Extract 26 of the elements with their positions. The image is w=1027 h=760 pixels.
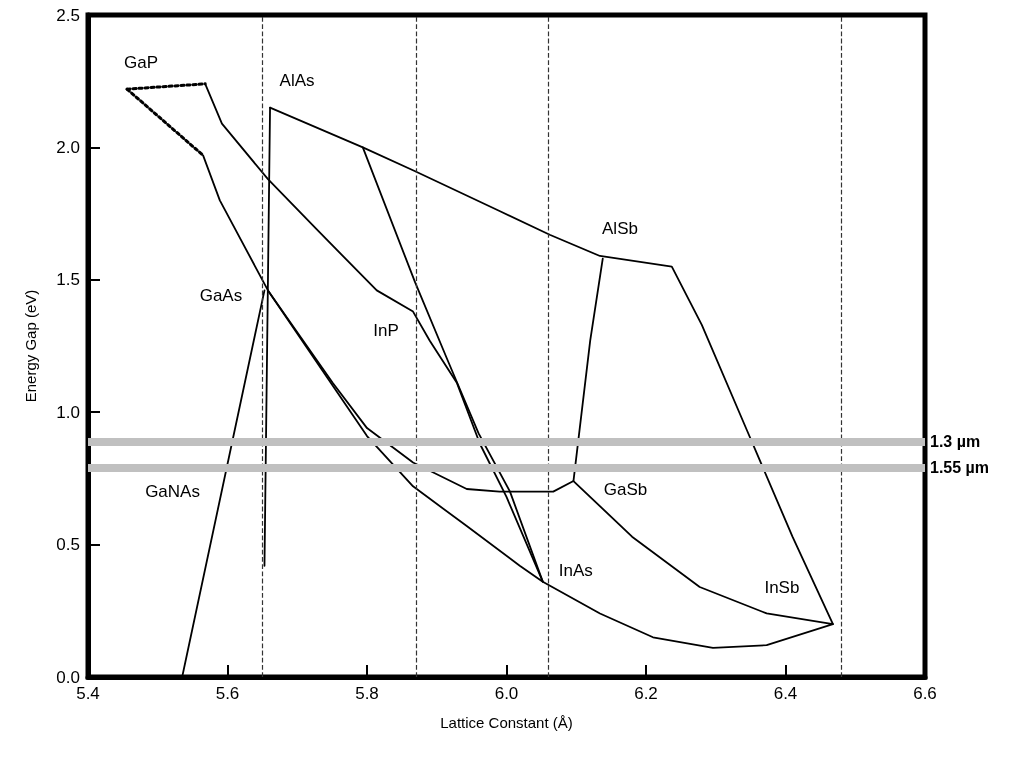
annotation: AlAs xyxy=(279,71,315,91)
y-tick-label: 2.0 xyxy=(56,137,80,157)
x-tick-label: 6.2 xyxy=(634,684,658,703)
annotation: GaSb xyxy=(603,479,648,499)
annotation: InAs xyxy=(558,561,593,581)
ref-line-label: 1.55 µm xyxy=(930,459,990,477)
x-tick-label: 5.4 xyxy=(76,684,100,703)
x-tick-label: 5.6 xyxy=(215,684,240,703)
y-tick-label: 2.5 xyxy=(56,5,80,25)
annotation: InP xyxy=(373,321,399,341)
x-axis-title: Lattice Constant (Å) xyxy=(440,714,573,731)
annotation: GaNAs xyxy=(145,482,200,502)
y-tick-label: 1.5 xyxy=(56,270,80,290)
x-tick-label: 6.0 xyxy=(494,684,519,703)
y-tick-label: 1.0 xyxy=(56,402,80,422)
annotation: GaAs xyxy=(199,285,243,305)
x-tick-label: 6.6 xyxy=(913,684,937,703)
y-tick-label: 0.0 xyxy=(56,667,80,687)
annotation: GaP xyxy=(124,52,159,72)
annotation: AlSb xyxy=(602,219,638,239)
annotation: InSb xyxy=(764,577,800,597)
y-tick-label: 0.5 xyxy=(56,535,80,555)
ref-line-label: 1.3 µm xyxy=(930,432,981,450)
x-tick-label: 5.8 xyxy=(355,684,379,703)
x-tick-label: 6.4 xyxy=(773,684,798,703)
y-axis-title: Energy Gap (eV) xyxy=(22,289,39,403)
